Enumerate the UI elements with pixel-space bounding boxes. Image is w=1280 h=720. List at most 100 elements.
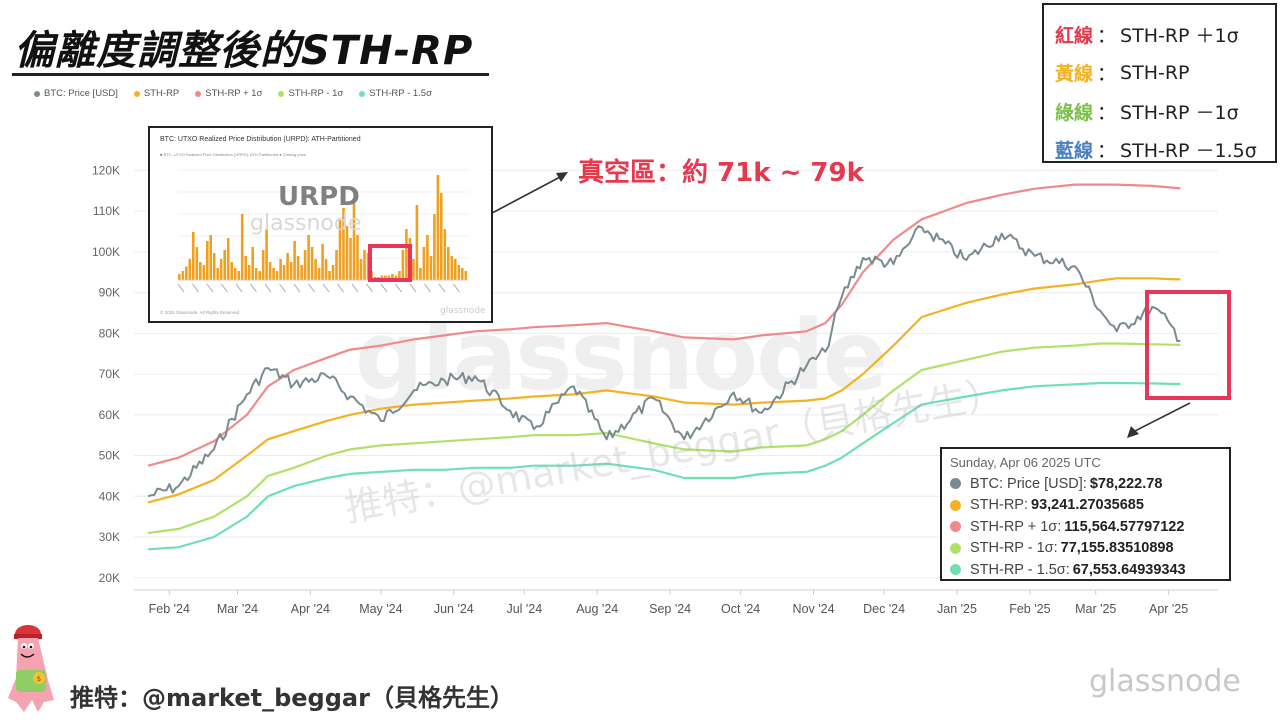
arrow-head-icon [1127, 426, 1139, 438]
legend-dot-icon [34, 90, 40, 97]
legend-item-sthrp-minus15[interactable]: STH-RP - 1.5σ [359, 88, 432, 99]
sth-rp-minus-15sigma-line [148, 381, 1181, 551]
legend-item-sthrp-minus1[interactable]: STH-RP - 1σ [278, 88, 343, 99]
key-label: 藍線 [1055, 140, 1094, 163]
legend-label: STH-RP - 1.5σ [369, 88, 432, 99]
tooltip-value: 77,155.83510898 [1060, 540, 1174, 557]
series-dot-icon [950, 564, 961, 576]
urpd-bar [244, 256, 247, 280]
urpd-tick-label [380, 283, 388, 293]
urpd-bar [443, 229, 447, 280]
urpd-tick-label [337, 283, 344, 293]
urpd-bar [212, 253, 216, 280]
legend-dot-icon [359, 90, 366, 97]
y-tick-label: 50K [99, 449, 120, 463]
x-tick-label: Jul '24 [506, 602, 542, 616]
urpd-bar [192, 232, 195, 280]
series-dot-icon [950, 499, 961, 511]
tooltip-value: $78,222.78 [1089, 475, 1163, 492]
urpd-bar [422, 247, 426, 280]
key-label: 紅線 [1055, 24, 1094, 47]
tooltip-value: 93,241.27035685 [1031, 497, 1144, 514]
urpd-tick-label [438, 283, 446, 293]
tooltip-value: 67,553.64939343 [1072, 561, 1186, 578]
legend-item-sthrp-plus1[interactable]: STH-RP + 1σ [195, 88, 262, 99]
btc-price-line [147, 225, 1181, 498]
urpd-legend: ■ BTC: UTXO Realized Price Distribution … [160, 152, 306, 157]
urpd-bar [328, 271, 331, 280]
key-separator: ： [1097, 101, 1117, 124]
urpd-bar [258, 271, 261, 280]
sth-rp-minus-1sigma-line [147, 342, 1181, 535]
glassnode-logo: glassnode [1089, 664, 1241, 699]
y-tick-label: 70K [99, 367, 120, 381]
urpd-bar [254, 268, 258, 280]
urpd-tick-label [453, 283, 460, 293]
urpd-tick-label [308, 283, 315, 293]
key-separator: ： [1097, 63, 1117, 86]
urpd-bar [454, 259, 457, 280]
urpd-bar [345, 226, 349, 280]
urpd-bar [426, 235, 429, 280]
key-separator: ： [1097, 140, 1117, 163]
urpd-vacuum-box [368, 244, 412, 282]
chart-tooltip: Sunday, Apr 06 2025 UTC BTC: Price [USD]… [940, 447, 1231, 581]
urpd-bar [247, 265, 251, 280]
urpd-bar [380, 275, 384, 280]
urpd-tick-label [366, 283, 373, 293]
tooltip-value: 115,564.57797122 [1064, 518, 1185, 535]
urpd-bar [394, 275, 398, 280]
urpd-bar [363, 250, 366, 280]
urpd-bar [429, 256, 433, 280]
legend-label: STH-RP + 1σ [205, 88, 263, 99]
y-tick-label: 100K [92, 245, 120, 259]
legend-item-sthrp[interactable]: STH-RP [133, 88, 179, 99]
tooltip-row: STH-RP: 93,241.27035685 [950, 495, 1229, 517]
urpd-bar [457, 265, 461, 280]
urpd-bar [398, 271, 401, 280]
legend-item-price[interactable]: BTC: Price [USD] [34, 88, 118, 99]
urpd-bar [321, 244, 324, 280]
urpd-bar [405, 229, 408, 280]
tooltip-row: BTC: Price [USD]: $78,222.78 [950, 473, 1229, 495]
y-tick-label: 40K [99, 489, 120, 503]
urpd-bar [185, 266, 188, 280]
urpd-bar [331, 265, 335, 280]
x-tick-label: Apr '25 [1149, 602, 1188, 616]
urpd-bar [415, 205, 419, 280]
tooltip-row: STH-RP - 1σ: 77,155.83510898 [950, 538, 1229, 560]
sth-rp-line [147, 277, 1181, 504]
urpd-bar [233, 268, 237, 280]
chart-legend: BTC: Price [USD] STH-RP STH-RP + 1σ STH-… [34, 88, 432, 99]
x-tick-label: Feb '25 [1009, 602, 1050, 616]
patrick-avatar-icon: $ [8, 625, 54, 712]
urpd-tick-label [351, 283, 359, 293]
urpd-bar [356, 235, 359, 280]
urpd-bar [384, 275, 387, 280]
urpd-tick-label [264, 283, 272, 293]
y-tick-label: 30K [99, 530, 120, 544]
urpd-bar-chart [177, 169, 468, 293]
key-line-blue: 藍線： STH-RP －1.5σ [1055, 131, 1275, 170]
urpd-bar [261, 250, 265, 280]
tooltip-label: STH-RP: [970, 497, 1028, 514]
urpd-bar [181, 271, 185, 280]
urpd-bar [412, 259, 415, 280]
tooltip-row: STH-RP - 1.5σ: 67,553.64939343 [950, 559, 1229, 581]
twitter-handle[interactable]: 推特：@market_beggar（貝格先生） [70, 684, 514, 712]
urpd-bar [206, 241, 209, 280]
legend-dot-icon [133, 90, 140, 97]
x-tick-label: Mar '25 [1075, 602, 1116, 616]
tooltip-label: STH-RP - 1.5σ: [970, 561, 1070, 578]
key-line-yellow: 黃線： STH-RP [1055, 54, 1275, 93]
urpd-bar [237, 271, 240, 280]
urpd-bar [296, 256, 300, 280]
urpd-bar [272, 268, 275, 280]
color-key-box: 紅線： STH-RP ＋1σ 黃線： STH-RP 綠線： STH-RP －1σ 藍線… [1042, 3, 1277, 163]
urpd-bar [307, 235, 310, 280]
urpd-tick-label [221, 283, 228, 293]
urpd-bar [436, 175, 440, 280]
y-tick-label: 110K [93, 204, 120, 218]
x-tick-label: Nov '24 [793, 602, 835, 616]
